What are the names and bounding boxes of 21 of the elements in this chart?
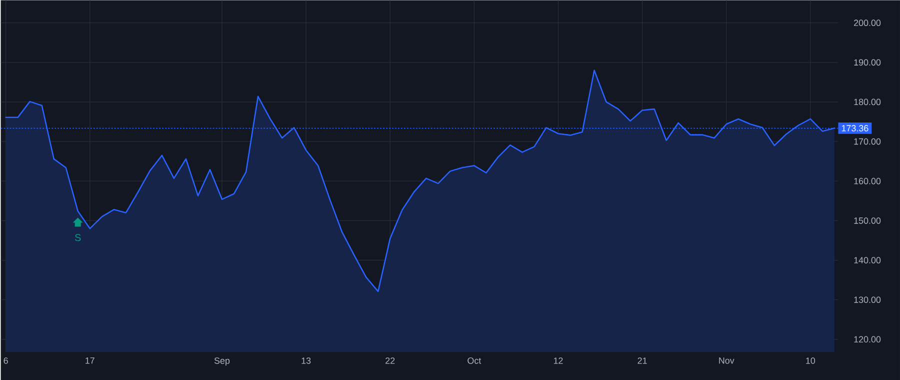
x-tick-label: Sep (214, 358, 230, 366)
y-tick-label: 200.00 (854, 20, 881, 26)
x-tick-label: Oct (468, 358, 482, 364)
x-tick-label: Nov (719, 358, 734, 364)
y-tick-label: 140.00 (854, 257, 881, 264)
y-tick-label: 150.00 (854, 217, 881, 224)
x-tick-label: 22 (386, 358, 395, 364)
y-tick-label: 130.00 (854, 296, 881, 303)
x-tick-label: 6 (4, 358, 8, 364)
x-tick-label: 21 (638, 358, 647, 364)
ref-line-label: 173.36 (842, 125, 868, 132)
x-tick-label: 17 (86, 358, 94, 364)
y-tick-label: 170.00 (854, 138, 881, 145)
y-tick-label: 180.00 (854, 98, 881, 106)
y-tick-label: 160.00 (854, 178, 881, 184)
x-tick-label: 10 (806, 358, 816, 364)
y-tick-label: 120.00 (854, 336, 881, 343)
x-tick-label: 12 (554, 358, 563, 364)
annotation: S (75, 234, 81, 242)
y-tick-label: 190.00 (854, 59, 881, 66)
x-tick-label: 13 (302, 358, 311, 364)
